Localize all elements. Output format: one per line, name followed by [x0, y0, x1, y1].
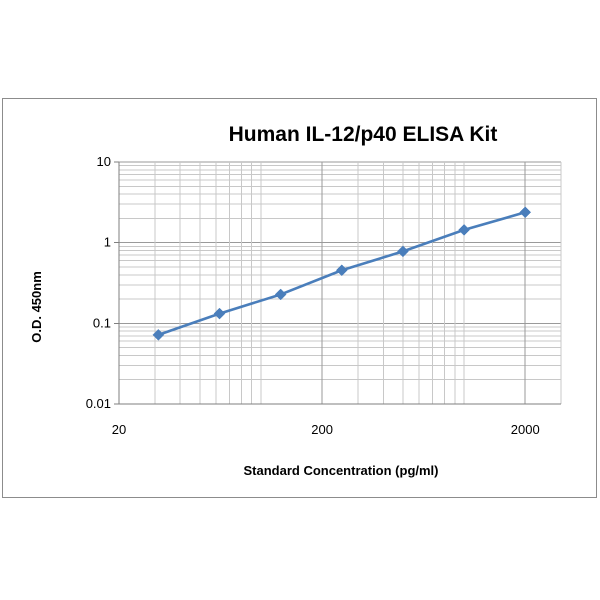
gridlines [118, 161, 562, 405]
x-tick-label: 20 [112, 422, 126, 437]
y-tick-label: 1 [104, 235, 111, 250]
y-tick-label: 10 [97, 154, 111, 169]
x-axis-label: Standard Concentration (pg/ml) [244, 463, 439, 478]
chart-frame: Human IL-12/p40 ELISA Kit 10 1 0.1 0.01 20 2… [2, 98, 597, 498]
data-point-marker [152, 328, 165, 341]
data-point-marker [397, 245, 409, 258]
y-tick-label: 0.1 [93, 315, 111, 330]
y-axis-label: O.D. 450nm [29, 271, 44, 343]
x-tick-label: 2000 [511, 422, 540, 437]
chart-title: Human IL-12/p40 ELISA Kit [229, 123, 498, 146]
x-tick-label: 200 [311, 422, 333, 437]
data-point-marker [458, 224, 470, 236]
data-point-marker [213, 307, 226, 320]
x-tick-labels: 20 200 2000 [112, 422, 540, 437]
data-point-marker [519, 206, 532, 219]
series-layer [152, 206, 532, 341]
data-point-marker [274, 288, 287, 301]
axes [114, 161, 561, 405]
data-point-marker [335, 264, 348, 277]
y-tick-labels: 10 1 0.1 0.01 [86, 154, 111, 411]
y-tick-label: 0.01 [86, 396, 111, 411]
